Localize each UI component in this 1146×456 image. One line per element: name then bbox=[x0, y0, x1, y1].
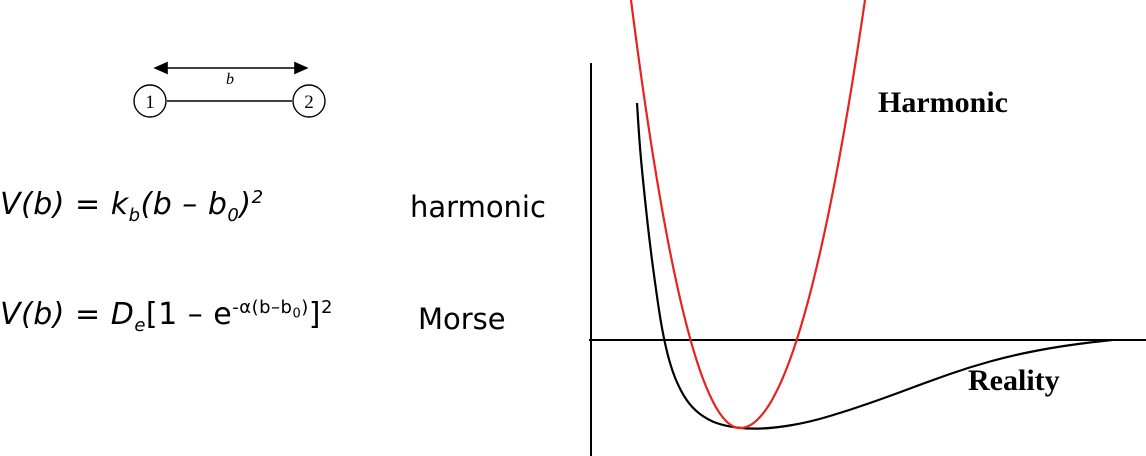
morse-equation-name: Morse bbox=[418, 302, 506, 336]
morse-D-sub: e bbox=[134, 315, 146, 336]
atom-1-circle bbox=[133, 84, 167, 118]
morse-lhs: V(b) bbox=[0, 297, 65, 332]
bond-diagram: b 1 2 bbox=[120, 50, 350, 130]
atom-2-circle bbox=[292, 84, 326, 118]
harmonic-paren-open: (b – b bbox=[140, 187, 228, 222]
morse-equation: V(b) = De[1 – e-α(b–b0)]2 bbox=[0, 297, 333, 336]
bond-diagram-svg: b 1 2 bbox=[133, 61, 326, 118]
harmonic-curve bbox=[629, 0, 867, 430]
morse-power: 2 bbox=[320, 297, 333, 318]
atom-1-label: 1 bbox=[145, 92, 155, 113]
morse-bracket-close: ] bbox=[308, 297, 321, 332]
harmonic-b0-sub: 0 bbox=[227, 205, 240, 226]
harmonic-k: k bbox=[110, 187, 129, 222]
morse-exp-sub: 0 bbox=[292, 306, 302, 322]
harmonic-k-sub: b bbox=[128, 205, 141, 226]
harmonic-curve-label: Harmonic bbox=[878, 86, 1008, 119]
reality-curve bbox=[635, 102, 1113, 430]
harmonic-equation: V(b) = kb(b – b0)2 bbox=[0, 187, 264, 226]
harmonic-power: 2 bbox=[251, 187, 264, 208]
morse-bracket-open: [1 – e bbox=[145, 297, 233, 332]
harmonic-paren-close: ) bbox=[239, 187, 252, 222]
reality-curve-label: Reality bbox=[968, 364, 1060, 397]
harmonic-equation-name: harmonic bbox=[410, 190, 546, 224]
bond-length-label: b bbox=[226, 71, 234, 88]
harmonic-lhs: V(b) bbox=[0, 187, 65, 222]
morse-equals: = bbox=[64, 297, 111, 332]
morse-exp: -α(b–b bbox=[232, 297, 293, 318]
morse-D: D bbox=[110, 297, 135, 332]
harmonic-equals: = bbox=[64, 187, 111, 222]
morse-exp-close: ) bbox=[301, 297, 309, 318]
atom-2-label: 2 bbox=[304, 92, 314, 113]
